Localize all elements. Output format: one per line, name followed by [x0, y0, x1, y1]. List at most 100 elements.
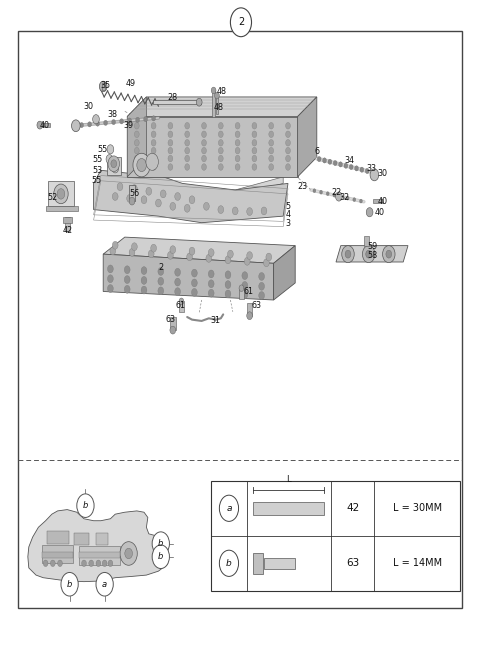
Text: 42: 42 — [62, 226, 72, 235]
Circle shape — [328, 159, 332, 164]
Bar — [47, 531, 69, 544]
Circle shape — [187, 253, 192, 261]
Circle shape — [269, 131, 274, 138]
Circle shape — [134, 140, 139, 146]
Circle shape — [156, 199, 161, 207]
Circle shape — [185, 122, 190, 129]
Polygon shape — [274, 246, 295, 300]
Bar — [65, 217, 70, 231]
Bar — [247, 303, 252, 316]
Circle shape — [339, 195, 342, 198]
Text: 3: 3 — [286, 219, 290, 228]
Circle shape — [117, 183, 123, 191]
Polygon shape — [94, 170, 288, 223]
Text: 32: 32 — [339, 193, 350, 202]
Bar — [179, 301, 184, 312]
Text: b: b — [83, 501, 88, 510]
Circle shape — [365, 168, 369, 174]
Circle shape — [211, 87, 216, 94]
Text: 42: 42 — [346, 503, 360, 514]
Circle shape — [247, 312, 252, 320]
Circle shape — [235, 131, 240, 138]
Text: 48: 48 — [214, 103, 223, 112]
Text: b: b — [67, 580, 72, 589]
Bar — [211, 481, 460, 591]
Polygon shape — [28, 510, 168, 582]
Bar — [102, 83, 105, 90]
Circle shape — [134, 164, 139, 170]
Circle shape — [170, 202, 176, 210]
Circle shape — [346, 196, 349, 200]
Circle shape — [252, 164, 257, 170]
Circle shape — [108, 560, 113, 567]
Bar — [212, 90, 215, 117]
Circle shape — [362, 246, 375, 263]
Circle shape — [202, 131, 206, 138]
Circle shape — [136, 117, 140, 122]
Circle shape — [218, 206, 224, 214]
Circle shape — [141, 196, 147, 204]
Text: 48: 48 — [217, 87, 227, 96]
Circle shape — [264, 259, 269, 267]
Circle shape — [383, 246, 395, 263]
Circle shape — [151, 147, 156, 154]
Text: 22: 22 — [331, 188, 341, 197]
Text: 34: 34 — [345, 156, 354, 165]
Text: 63: 63 — [252, 301, 261, 310]
Circle shape — [192, 269, 197, 277]
Circle shape — [129, 197, 135, 205]
Bar — [253, 502, 324, 515]
Circle shape — [54, 184, 68, 204]
Circle shape — [179, 298, 184, 305]
Circle shape — [286, 122, 290, 129]
Circle shape — [146, 187, 152, 195]
Circle shape — [108, 285, 113, 293]
Bar — [79, 546, 120, 565]
Circle shape — [185, 147, 190, 154]
Circle shape — [168, 155, 173, 162]
Circle shape — [349, 164, 353, 170]
Circle shape — [336, 192, 342, 201]
Circle shape — [202, 164, 206, 170]
Bar — [42, 545, 73, 563]
Text: 49: 49 — [125, 79, 136, 88]
Bar — [253, 553, 263, 574]
Circle shape — [134, 147, 139, 154]
Circle shape — [269, 164, 274, 170]
Circle shape — [134, 122, 139, 129]
Circle shape — [218, 147, 223, 154]
Circle shape — [286, 131, 290, 138]
Polygon shape — [46, 206, 78, 211]
Text: b: b — [158, 539, 164, 548]
Circle shape — [137, 159, 146, 172]
Circle shape — [175, 269, 180, 276]
Circle shape — [151, 131, 156, 138]
Text: 39: 39 — [123, 121, 134, 130]
Circle shape — [148, 250, 154, 258]
Circle shape — [102, 560, 107, 567]
Bar — [96, 533, 108, 545]
Bar — [153, 100, 201, 104]
Circle shape — [134, 155, 139, 162]
Circle shape — [175, 278, 180, 286]
Circle shape — [355, 166, 359, 171]
Text: 55: 55 — [92, 155, 103, 164]
Circle shape — [43, 560, 48, 567]
Text: 63: 63 — [166, 315, 175, 324]
Circle shape — [208, 280, 214, 288]
Text: 2: 2 — [238, 17, 244, 28]
Circle shape — [219, 550, 239, 576]
Bar — [129, 185, 135, 201]
Circle shape — [93, 115, 99, 124]
Circle shape — [269, 140, 274, 146]
Circle shape — [370, 169, 379, 181]
Circle shape — [144, 117, 147, 122]
Circle shape — [96, 121, 99, 126]
Circle shape — [345, 250, 351, 258]
Circle shape — [61, 572, 78, 596]
Bar — [364, 236, 369, 246]
Circle shape — [360, 167, 364, 172]
Circle shape — [89, 560, 94, 567]
Text: 23: 23 — [297, 181, 308, 191]
Circle shape — [175, 288, 180, 295]
